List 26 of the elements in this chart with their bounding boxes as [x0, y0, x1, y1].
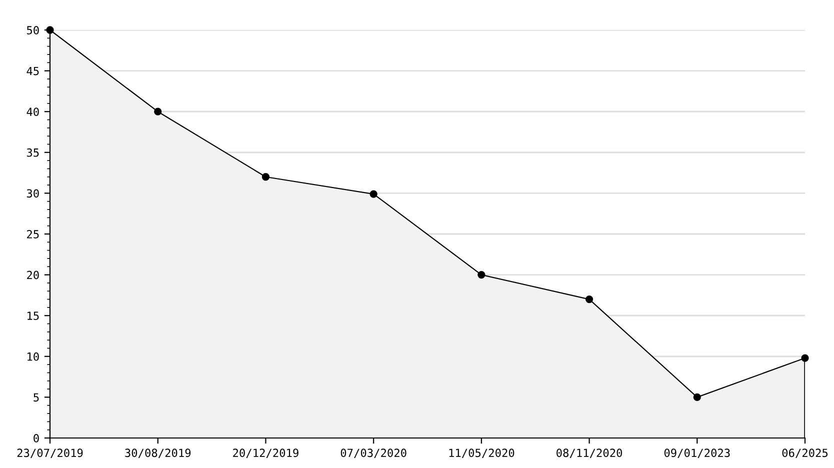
point [370, 190, 378, 198]
y-tick-label: 40 [26, 108, 39, 116]
y-tick-label: 45 [26, 66, 39, 76]
y-tick-label: 15 [28, 312, 39, 320]
point [262, 173, 270, 181]
y-tick-label: 35 [26, 148, 39, 157]
x-tick-label: 06/2025 [782, 448, 828, 458]
point [154, 108, 162, 116]
x-tick-label: 30/08/2019 [125, 448, 191, 458]
x-tick-label: 09/01/2023 [664, 448, 730, 458]
y-tick-label: 25 [27, 230, 39, 238]
y-tick-label: 5 [34, 393, 39, 402]
x-tick-label: 07/03/2020 [340, 448, 406, 458]
x-tick-label: 20/12/2019 [233, 448, 298, 458]
x-tick-label: 08/11/2020 [556, 448, 622, 458]
point [801, 354, 809, 362]
point [693, 393, 701, 402]
y-tick-label: 50 [26, 26, 39, 34]
x-tick-label: 11/05/2020 [449, 448, 514, 458]
point [478, 270, 486, 279]
y-tick-label: 10 [28, 352, 39, 361]
y-tick-label: 0 [34, 434, 39, 442]
y-tick-label: 30 [26, 189, 39, 198]
point [585, 295, 594, 304]
x-tick-label: 23/07/2019 [17, 448, 83, 458]
y-tick-label: 20 [27, 270, 39, 280]
